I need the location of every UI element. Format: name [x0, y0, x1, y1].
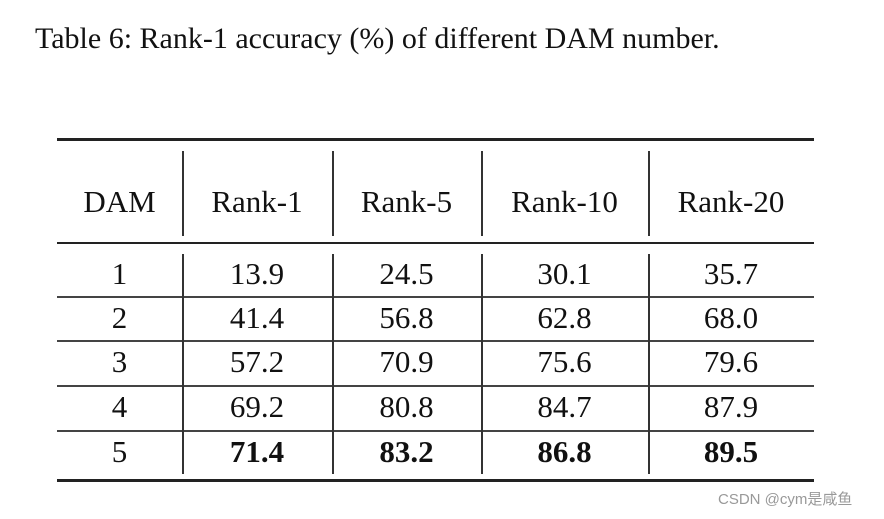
- table-cell: 24.5: [379, 256, 434, 291]
- column-divider: [332, 254, 334, 474]
- top-rule: [57, 138, 814, 141]
- table-cell: 71.4: [229, 434, 285, 469]
- row-divider: [57, 340, 814, 342]
- column-divider: [648, 151, 650, 236]
- row-divider: [57, 296, 814, 298]
- table-cell: 41.4: [229, 300, 285, 335]
- table-cell: 4: [111, 389, 128, 424]
- table-cell: 69.2: [229, 389, 285, 424]
- header-rule: [57, 242, 814, 244]
- table-cell: 86.8: [537, 434, 592, 469]
- table-cell: 84.7: [537, 389, 592, 424]
- table-cell: 2: [111, 300, 128, 335]
- column-divider: [481, 254, 483, 474]
- table-cell: 70.9: [379, 344, 434, 379]
- table-cell: 87.9: [703, 389, 759, 424]
- table-cell: 35.7: [703, 256, 759, 291]
- table-cell: 56.8: [379, 300, 434, 335]
- column-header: Rank-5: [360, 184, 453, 219]
- table-cell: 1: [111, 256, 128, 291]
- table-cell: 5: [111, 434, 128, 469]
- table-cell: 3: [111, 344, 128, 379]
- row-divider: [57, 385, 814, 387]
- column-divider: [481, 151, 483, 236]
- table-cell: 30.1: [537, 256, 592, 291]
- table-cell: 75.6: [537, 344, 592, 379]
- table-cell: 13.9: [229, 256, 285, 291]
- table-cell: 83.2: [379, 434, 434, 469]
- column-header: Rank-10: [511, 184, 618, 219]
- table-cell: 62.8: [537, 300, 592, 335]
- bottom-rule: [57, 479, 814, 482]
- column-divider: [182, 151, 184, 236]
- table-cell: 68.0: [703, 300, 759, 335]
- table-cell: 80.8: [379, 389, 434, 424]
- table-cell: 57.2: [229, 344, 285, 379]
- row-divider: [57, 430, 814, 432]
- table-caption: Table 6: Rank-1 accuracy (%) of differen…: [35, 22, 720, 55]
- column-divider: [182, 254, 184, 474]
- column-divider: [332, 151, 334, 236]
- table-cell: 79.6: [703, 344, 759, 379]
- column-header: DAM: [83, 184, 156, 219]
- column-header: Rank-20: [677, 184, 785, 219]
- table-cell: 89.5: [703, 434, 759, 469]
- watermark: CSDN @cym是咸鱼: [718, 491, 853, 508]
- column-header: Rank-1: [211, 184, 303, 219]
- column-divider: [648, 254, 650, 474]
